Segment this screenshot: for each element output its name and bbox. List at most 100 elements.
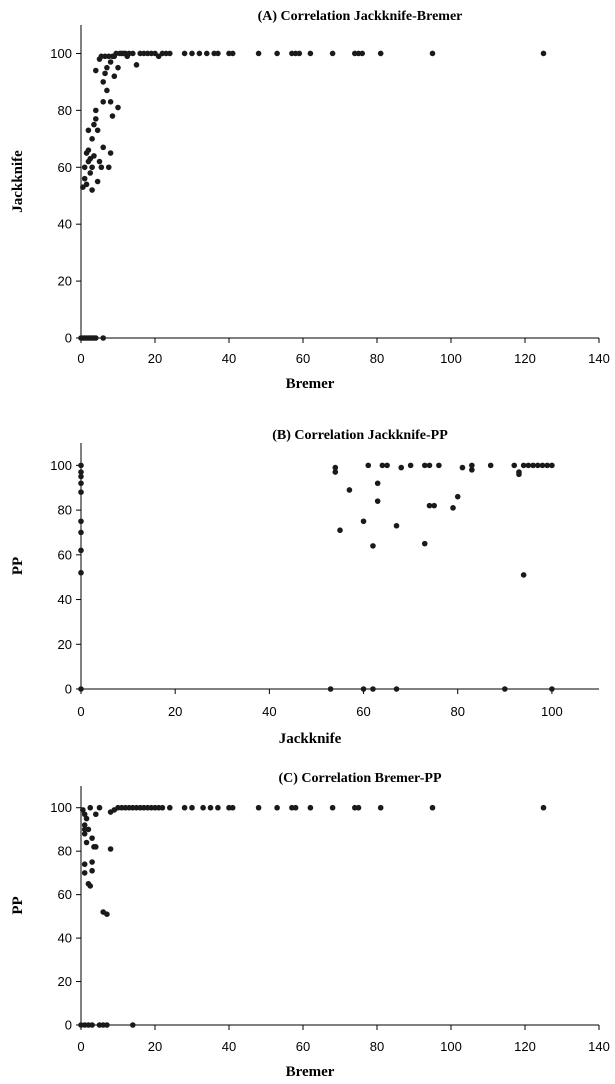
panel-a-data-point xyxy=(91,153,97,159)
panel-c-x-tick-label: 100 xyxy=(440,1039,462,1054)
panel-a-x-axis-label: Bremer xyxy=(286,376,335,392)
panel-c-data-point xyxy=(81,831,88,837)
panel-c-data-point xyxy=(104,911,110,917)
panel-b-data-point xyxy=(544,462,550,469)
panel-b-data-point xyxy=(502,686,508,692)
panel-b-x-tick-label: 20 xyxy=(168,704,182,719)
panel-a-data-point xyxy=(87,170,94,176)
panel-b-points xyxy=(78,462,555,692)
panel-b-chart: (B) Correlation Jackknife-PP Jackknife P… xyxy=(10,428,599,747)
panel-c-data-point xyxy=(83,839,90,846)
panel-c-data-point xyxy=(292,804,299,811)
panel-a-data-point xyxy=(296,50,303,57)
panel-c-data-point xyxy=(89,859,95,865)
panel-a-data-point xyxy=(111,73,118,80)
panel-a-y-tick-label: 20 xyxy=(58,274,72,289)
panel-a-axes: 0 20 40 60 80 100 120 140 0 20 40 60 80 100 xyxy=(50,25,610,366)
panel-a-title: (A) Correlation Jackknife-Bremer xyxy=(258,9,463,24)
panel-c-data-point xyxy=(207,804,214,811)
panel-b-data-point xyxy=(374,480,381,487)
panel-b-data-point xyxy=(78,469,84,475)
panel-b-data-point xyxy=(516,471,522,478)
panel-c-data-point xyxy=(377,804,384,811)
panel-a-data-point xyxy=(93,107,99,114)
panel-a-data-point xyxy=(189,50,195,57)
panel-c-data-point xyxy=(307,804,314,811)
panel-a-y-tick-label: 100 xyxy=(50,46,72,61)
panel-a-data-point xyxy=(133,62,140,68)
panel-a-data-point xyxy=(85,127,92,134)
panel-c-data-point xyxy=(85,826,92,833)
panel-b-x-tick-label: 0 xyxy=(77,704,84,719)
panel-a-data-point xyxy=(93,116,99,122)
panel-c-x-tick-label: 20 xyxy=(148,1039,162,1054)
panel-c-data-point xyxy=(329,804,336,811)
panel-c-data-point xyxy=(89,1022,95,1028)
panel-a-x-tick-label: 40 xyxy=(222,351,236,366)
panel-c-data-point xyxy=(93,811,99,818)
panel-a-y-tick-label: 80 xyxy=(58,103,72,118)
panel-c-y-tick-label: 20 xyxy=(58,974,72,989)
panel-c-data-point xyxy=(80,807,86,813)
panel-b-data-point xyxy=(534,462,541,469)
panel-b-y-tick-label: 40 xyxy=(58,592,72,607)
panel-c-data-point xyxy=(83,815,90,822)
panel-b-data-point xyxy=(360,518,367,525)
panel-a-points xyxy=(78,50,547,341)
panel-b-axes: 0 20 40 60 80 100 0 20 40 60 80 100 xyxy=(50,443,599,719)
panel-a-x-tick-label: 60 xyxy=(296,351,310,366)
panel-a-data-point xyxy=(98,164,105,171)
panel-c-x-tick-label: 60 xyxy=(296,1039,310,1054)
panel-b-data-point xyxy=(78,473,84,480)
panel-c-data-point xyxy=(200,804,206,811)
panel-b-x-tick-label: 60 xyxy=(356,704,370,719)
panel-b-data-point xyxy=(332,469,339,475)
panel-c-data-point xyxy=(89,867,95,874)
panel-b-x-axis-label: Jackknife xyxy=(279,731,342,747)
panel-b-data-point xyxy=(393,522,400,529)
panel-b-data-point xyxy=(407,462,414,469)
panel-b-data-point xyxy=(539,462,546,469)
panel-c-data-point xyxy=(540,804,547,811)
panel-b-data-point xyxy=(332,464,339,471)
panel-a-data-point xyxy=(429,50,436,57)
panel-a-data-point xyxy=(540,50,547,57)
panel-b-data-point xyxy=(365,462,372,469)
panel-b-y-tick-label: 20 xyxy=(58,637,72,652)
panel-b-y-tick-label: 60 xyxy=(58,547,72,562)
panel-c-y-tick-label: 40 xyxy=(58,931,72,946)
panel-c-data-point xyxy=(355,804,362,811)
panel-c-data-point xyxy=(215,804,221,811)
panel-b-data-point xyxy=(450,505,456,511)
panel-c-data-point xyxy=(81,822,88,828)
panel-c-y-tick-label: 0 xyxy=(65,1018,72,1033)
panel-a-x-tick-label: 100 xyxy=(440,351,462,366)
panel-b-data-point xyxy=(520,572,527,578)
panel-b-data-point xyxy=(78,547,84,554)
panel-a-data-point xyxy=(229,50,236,57)
panel-a-data-point xyxy=(274,50,280,57)
panel-a-data-point xyxy=(215,50,221,57)
panel-b-data-point xyxy=(511,462,518,469)
panel-b-data-point xyxy=(78,462,84,469)
panel-b-data-point xyxy=(370,686,376,692)
panel-b-title: (B) Correlation Jackknife-PP xyxy=(272,428,448,443)
panel-a-data-point xyxy=(124,53,131,60)
panel-b-data-point xyxy=(487,462,494,469)
panel-a-data-point xyxy=(89,164,95,171)
panel-b-data-point xyxy=(379,462,386,469)
panel-a-data-point xyxy=(115,104,121,111)
panel-b-data-point xyxy=(374,498,381,504)
panel-a-data-point xyxy=(94,178,101,185)
panel-b-data-point xyxy=(370,543,376,549)
panel-b-data-point xyxy=(78,518,84,525)
panel-a-data-point xyxy=(181,50,188,57)
panel-c-y-axis-label: PP xyxy=(10,896,26,914)
panel-c-data-point xyxy=(89,835,95,841)
panel-c-y-tick-label: 80 xyxy=(58,844,72,859)
panel-a-x-tick-label: 140 xyxy=(588,351,610,366)
panel-c-axes: 0 20 40 60 80 100 120 140 0 20 40 60 80 100 xyxy=(50,786,610,1054)
panel-c-data-point xyxy=(81,870,88,876)
panel-b-data-point xyxy=(431,502,437,509)
